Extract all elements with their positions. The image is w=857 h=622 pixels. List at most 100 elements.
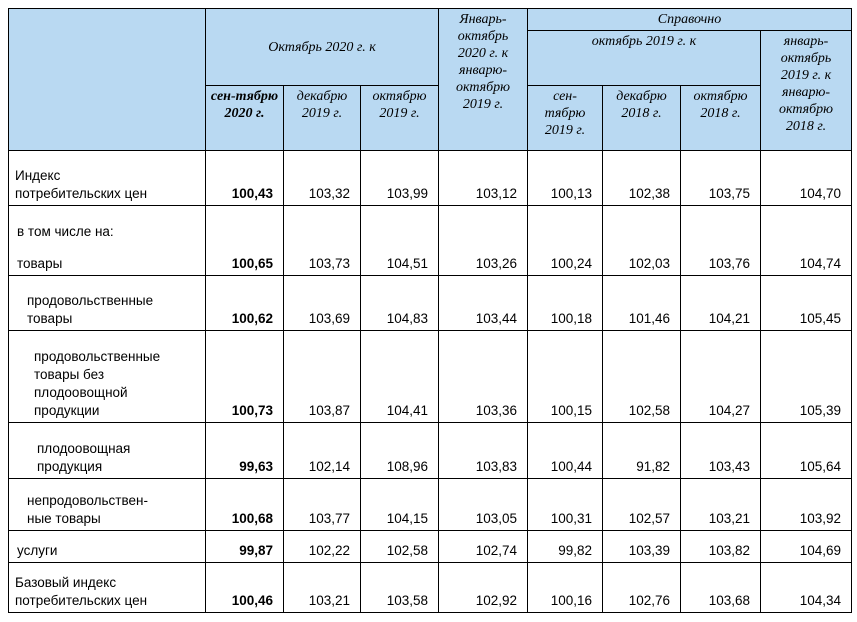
- value-cell: 105,64: [760, 422, 852, 479]
- table-row: Индекс потребительских цен 100,43 103,32 10…: [8, 150, 852, 206]
- value-cell: 103,21: [680, 478, 761, 531]
- row-label: непродовольствен- ные товары: [27, 493, 148, 526]
- value-cell: 103,76: [680, 205, 761, 276]
- header-cell: декабрю 2018 г.: [602, 85, 681, 151]
- row-label: услуги: [17, 543, 58, 558]
- table-header: Октябрь 2020 г. к Январь- октябрь 2020 г…: [8, 8, 852, 151]
- value-cell: 104,21: [680, 275, 761, 331]
- value-cell: 91,82: [602, 422, 681, 479]
- value-cell: 100,46: [205, 562, 284, 613]
- value-cell: 104,41: [360, 330, 439, 423]
- value-cell: 104,83: [360, 275, 439, 331]
- value-cell: 103,43: [680, 422, 761, 479]
- row-label: плодоовощная продукция: [37, 441, 131, 474]
- row-label-cell: продовольственные товары: [8, 275, 206, 331]
- value-cell: 100,73: [205, 330, 284, 423]
- table-row: продовольственные товары без плодоовощно…: [8, 330, 852, 423]
- value-cell: 102,03: [602, 205, 681, 276]
- value-cell: 104,74: [760, 205, 852, 276]
- value-cell: 102,38: [602, 150, 681, 206]
- row-label-cell: услуги: [8, 530, 206, 563]
- value-cell: 100,44: [527, 422, 603, 479]
- value-cell: 105,45: [760, 275, 852, 331]
- value-cell: 104,51: [360, 205, 439, 276]
- value-cell: 104,69: [760, 530, 852, 563]
- value-cell: 108,96: [360, 422, 439, 479]
- header-group: Справочно: [527, 8, 852, 31]
- table-row: непродовольствен- ные товары 100,68 103,77…: [8, 478, 852, 531]
- value-cell: 102,14: [283, 422, 361, 479]
- value-cell: 100,43: [205, 150, 284, 206]
- header-cell: Январь- октябрь 2020 г. к январю- октябр…: [438, 8, 528, 151]
- value-cell: 104,34: [760, 562, 852, 613]
- value-cell: 103,68: [680, 562, 761, 613]
- value-cell: 102,92: [438, 562, 528, 613]
- value-cell: 103,12: [438, 150, 528, 206]
- table-row: услуги 99,87 102,22 102,58 102,74 99,82 103,39…: [8, 530, 852, 563]
- value-cell: 103,39: [602, 530, 681, 563]
- header-corner: [8, 8, 206, 151]
- value-cell: 100,62: [205, 275, 284, 331]
- value-cell: 103,21: [283, 562, 361, 613]
- value-cell: 103,05: [438, 478, 528, 531]
- value-cell: 102,22: [283, 530, 361, 563]
- value-cell: 103,32: [283, 150, 361, 206]
- value-cell: 100,18: [527, 275, 603, 331]
- row-note: в том числе на:: [17, 224, 114, 239]
- value-cell: 103,69: [283, 275, 361, 331]
- table-row: продовольственные товары 100,62 103,69 104,…: [8, 275, 852, 331]
- value-cell: 103,36: [438, 330, 528, 423]
- header-cell: январь- октябрь 2019 г. к январю- октябр…: [760, 30, 852, 151]
- value-cell: 103,73: [283, 205, 361, 276]
- table-row: Базовый индекс потребительских цен 100,46…: [8, 562, 852, 613]
- header-group: Октябрь 2020 г. к: [205, 8, 439, 86]
- header-cell: октябрю 2019 г.: [360, 85, 439, 151]
- value-cell: 100,65: [205, 205, 284, 276]
- value-cell: 102,58: [360, 530, 439, 563]
- value-cell: 102,57: [602, 478, 681, 531]
- row-label-cell: продовольственные товары без плодоовощно…: [8, 330, 206, 423]
- value-cell: 99,87: [205, 530, 284, 563]
- row-label: Базовый индекс потребительских цен: [15, 575, 148, 608]
- value-cell: 103,87: [283, 330, 361, 423]
- header-cell: сен- тябрю 2019 г.: [527, 85, 603, 151]
- row-label-cell: в том числе на: товары: [8, 205, 206, 276]
- value-cell: 100,31: [527, 478, 603, 531]
- row-label: продовольственные товары: [27, 293, 154, 326]
- value-cell: 103,26: [438, 205, 528, 276]
- value-cell: 104,70: [760, 150, 852, 206]
- table-row: в том числе на: товары 100,65 103,73 104,51 1…: [8, 205, 852, 276]
- value-cell: 102,74: [438, 530, 528, 563]
- row-label-cell: Индекс потребительских цен: [8, 150, 206, 206]
- value-cell: 103,83: [438, 422, 528, 479]
- header-cell: сен-тябрю 2020 г.: [205, 85, 284, 151]
- header-row: октябрь 2019 г. к январь- октябрь 2019 г…: [9, 30, 852, 151]
- value-cell: 102,76: [602, 562, 681, 613]
- value-cell: 103,92: [760, 478, 852, 531]
- value-cell: 99,63: [205, 422, 284, 479]
- value-cell: 103,75: [680, 150, 761, 206]
- table-body: Индекс потребительских цен 100,43 103,32 10…: [8, 150, 852, 613]
- price-index-table: Октябрь 2020 г. к Январь- октябрь 2020 г…: [8, 8, 852, 613]
- header-row: Октябрь 2020 г. к Январь- октябрь 2020 г…: [8, 8, 852, 151]
- value-cell: 101,46: [602, 275, 681, 331]
- value-cell: 103,58: [360, 562, 439, 613]
- value-cell: 103,82: [680, 530, 761, 563]
- header-cell: декабрю 2019 г.: [283, 85, 361, 151]
- value-cell: 100,68: [205, 478, 284, 531]
- value-cell: 102,58: [602, 330, 681, 423]
- row-label-cell: непродовольствен- ные товары: [8, 478, 206, 531]
- value-cell: 104,27: [680, 330, 761, 423]
- table-row: плодоовощная продукция 99,63 102,14 108,96 1…: [8, 422, 852, 479]
- value-cell: 100,16: [527, 562, 603, 613]
- value-cell: 103,99: [360, 150, 439, 206]
- header-cell: октябрю 2018 г.: [680, 85, 761, 151]
- value-cell: 99,82: [527, 530, 603, 563]
- value-cell: 100,15: [527, 330, 603, 423]
- value-cell: 103,77: [283, 478, 361, 531]
- header-group: октябрь 2019 г. к: [527, 30, 761, 86]
- row-label: Индекс потребительских цен: [15, 168, 148, 201]
- row-label-cell: Базовый индекс потребительских цен: [8, 562, 206, 613]
- header-row: сен-тябрю 2020 г. декабрю 2019 г. октябр…: [9, 85, 852, 151]
